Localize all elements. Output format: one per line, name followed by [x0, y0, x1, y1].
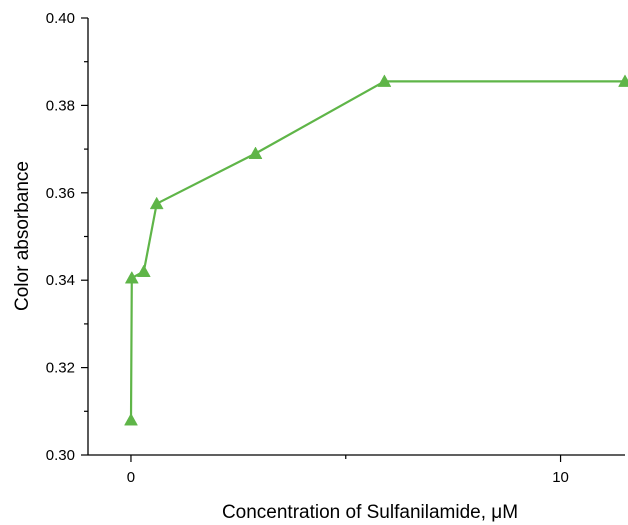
y-tick-label: 0.36 [46, 185, 75, 202]
y-tick-label: 0.40 [46, 10, 75, 27]
y-tick-label: 0.32 [46, 360, 75, 377]
x-tick-label: 0 [127, 469, 135, 486]
data-point-marker [149, 196, 164, 210]
data-point-marker [124, 412, 138, 426]
data-point-marker [124, 270, 139, 284]
y-tick-label: 0.38 [46, 97, 75, 114]
data-point-marker [136, 264, 151, 277]
x-axis-title: Concentration of Sulfanilamide, μM [222, 502, 518, 523]
x-ticks: 0 10 [127, 455, 569, 486]
axes [87, 18, 625, 456]
y-ticks: 0.30 0.32 0.34 0.36 0.38 0.40 [46, 10, 88, 464]
data-point-marker [377, 74, 392, 87]
y-tick-label: 0.34 [46, 272, 75, 289]
series-layer [124, 74, 628, 426]
series-line [129, 80, 625, 421]
x-tick-label: 10 [552, 469, 569, 486]
data-point-marker [618, 74, 628, 87]
data-point-marker [248, 146, 263, 159]
y-tick-label: 0.30 [46, 447, 75, 464]
y-axis-title: Color absorbance [12, 161, 33, 311]
